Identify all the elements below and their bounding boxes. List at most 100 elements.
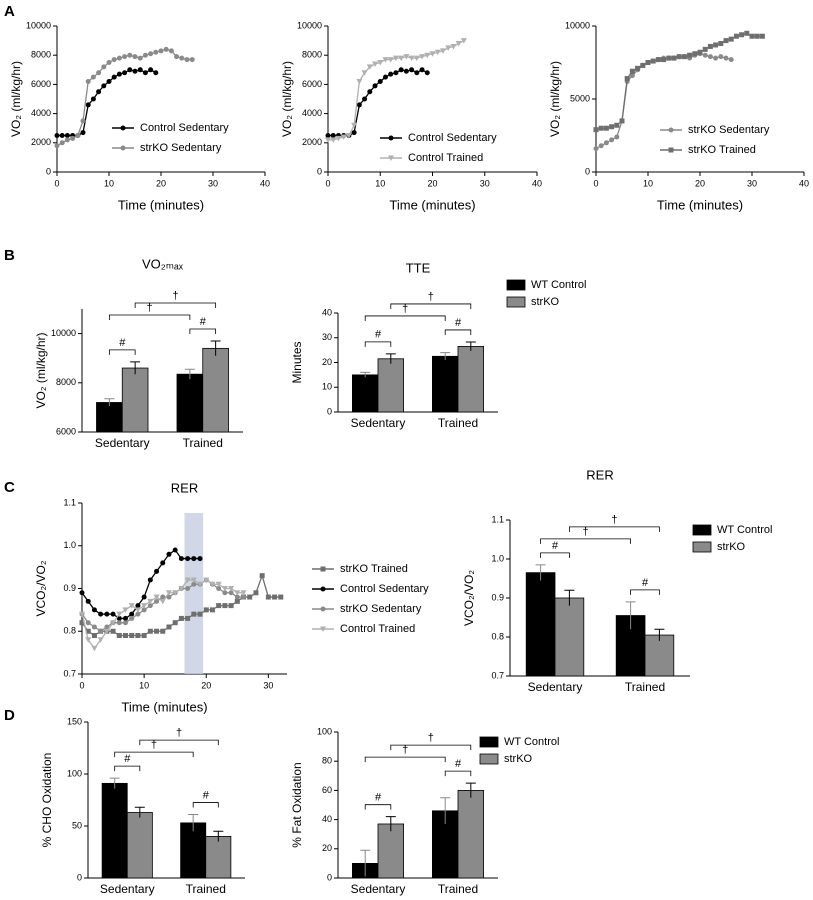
legend-marker (320, 566, 326, 572)
x-tick-label: 0 (325, 178, 330, 188)
point (104, 611, 110, 617)
point (697, 49, 703, 55)
point (351, 130, 357, 136)
x-tick-label: 10 (139, 680, 149, 690)
point (129, 633, 135, 639)
x-axis-label: Time (minutes) (118, 197, 204, 212)
point (356, 78, 363, 85)
point (185, 556, 191, 562)
point (345, 133, 352, 139)
point (419, 54, 426, 60)
point (90, 96, 96, 102)
bracket (364, 315, 446, 321)
point (129, 615, 135, 621)
point (137, 55, 143, 61)
point (148, 67, 154, 73)
bracket (108, 314, 191, 320)
error-bar (213, 830, 224, 842)
point (259, 573, 265, 579)
significance-label: # (642, 577, 649, 589)
point (222, 590, 228, 596)
legend-marker (320, 626, 326, 632)
significance-label: † (428, 291, 434, 303)
point (366, 64, 373, 70)
bracket (108, 349, 136, 355)
point (723, 38, 729, 44)
error-bar (360, 371, 371, 378)
x-tick-label: 40 (532, 178, 542, 188)
point (203, 577, 210, 583)
significance-label: † (583, 526, 589, 538)
point (185, 615, 191, 621)
significance-label: † (402, 744, 408, 756)
error-bar (385, 353, 396, 364)
x-tick-label: 30 (747, 178, 757, 188)
point (645, 60, 651, 65)
point (702, 52, 708, 58)
point (614, 134, 620, 140)
point (215, 581, 222, 588)
bar (554, 597, 585, 677)
point (135, 603, 141, 609)
point (116, 615, 122, 621)
point (135, 633, 141, 639)
point (234, 598, 240, 604)
point (739, 32, 745, 38)
error-bar (210, 340, 221, 356)
bar (351, 374, 379, 413)
point (132, 54, 138, 60)
point (191, 611, 197, 617)
point (147, 598, 154, 605)
bar (431, 355, 459, 413)
bracket (569, 526, 660, 532)
point (154, 568, 160, 574)
point (593, 146, 599, 152)
error-bar (109, 777, 120, 789)
point (168, 48, 174, 54)
legend-label: strKO Sedentary (140, 142, 222, 154)
point (91, 607, 97, 613)
significance-label: # (124, 753, 131, 765)
point (172, 590, 179, 596)
point (629, 68, 635, 74)
y-tick-label: 50 (72, 820, 82, 830)
point (382, 74, 388, 80)
point (141, 607, 147, 613)
point (707, 43, 713, 49)
significance-label: # (455, 317, 462, 329)
significance-label: † (176, 727, 182, 739)
x-tick-label: Trained (438, 882, 478, 896)
point (387, 57, 394, 63)
y-tick-label: 6000 (31, 79, 51, 89)
significance-label: # (552, 540, 559, 552)
significance-label: † (147, 302, 153, 314)
legend-label: strKO (717, 541, 746, 553)
y-tick-label: 20 (322, 357, 332, 367)
point (424, 70, 430, 76)
error-bar (104, 398, 115, 407)
point (759, 33, 765, 39)
point (189, 57, 195, 63)
point (79, 611, 85, 618)
point (111, 74, 117, 80)
point (160, 594, 166, 600)
point (147, 603, 153, 609)
y-axis-label: VO₂ (ml/kg/hr) (34, 333, 48, 409)
y-tick-label: 0 (327, 406, 332, 416)
panel-label: C (4, 479, 15, 496)
point (110, 611, 116, 617)
bar (202, 347, 229, 433)
error-bar (440, 797, 451, 824)
point (744, 30, 750, 36)
point (91, 633, 97, 639)
point (603, 140, 609, 146)
bar (126, 812, 153, 879)
legend-swatch (506, 296, 526, 308)
point (179, 55, 185, 61)
series-line (328, 69, 428, 137)
chart-title: VO₂ₘₐₓ (142, 256, 184, 271)
point (134, 607, 141, 613)
significance-label: # (375, 792, 382, 804)
point (96, 70, 102, 76)
point (106, 60, 112, 65)
